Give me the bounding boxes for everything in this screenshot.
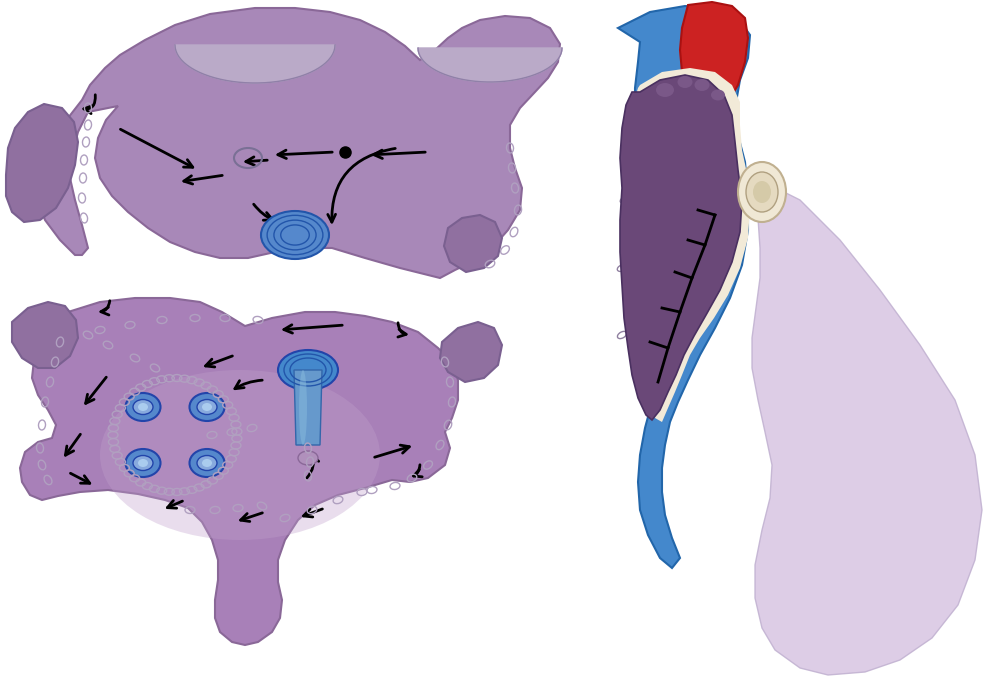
Polygon shape xyxy=(752,180,982,675)
Polygon shape xyxy=(12,302,78,368)
Ellipse shape xyxy=(261,211,329,259)
Polygon shape xyxy=(440,322,502,382)
Ellipse shape xyxy=(190,449,224,477)
Ellipse shape xyxy=(678,76,692,88)
Polygon shape xyxy=(620,75,742,420)
Ellipse shape xyxy=(138,459,148,467)
Ellipse shape xyxy=(197,456,217,471)
Polygon shape xyxy=(444,215,502,272)
Ellipse shape xyxy=(133,456,153,471)
Polygon shape xyxy=(628,68,750,422)
Ellipse shape xyxy=(753,181,771,203)
Ellipse shape xyxy=(190,393,224,421)
Ellipse shape xyxy=(299,370,307,445)
Ellipse shape xyxy=(694,79,710,91)
Ellipse shape xyxy=(746,172,778,212)
Polygon shape xyxy=(618,6,750,568)
Ellipse shape xyxy=(100,370,380,540)
Polygon shape xyxy=(20,298,458,645)
Polygon shape xyxy=(294,370,322,445)
Ellipse shape xyxy=(197,399,217,414)
Polygon shape xyxy=(6,104,78,222)
Polygon shape xyxy=(175,45,335,83)
Ellipse shape xyxy=(738,162,786,222)
Ellipse shape xyxy=(138,403,148,411)
Ellipse shape xyxy=(126,393,160,421)
Ellipse shape xyxy=(133,399,153,414)
Polygon shape xyxy=(418,48,562,82)
Ellipse shape xyxy=(278,350,338,390)
Ellipse shape xyxy=(126,449,160,477)
Polygon shape xyxy=(680,2,748,112)
Ellipse shape xyxy=(711,90,725,101)
Ellipse shape xyxy=(202,459,212,467)
Ellipse shape xyxy=(202,403,212,411)
Polygon shape xyxy=(38,8,560,278)
Ellipse shape xyxy=(656,83,674,97)
Ellipse shape xyxy=(298,451,318,465)
